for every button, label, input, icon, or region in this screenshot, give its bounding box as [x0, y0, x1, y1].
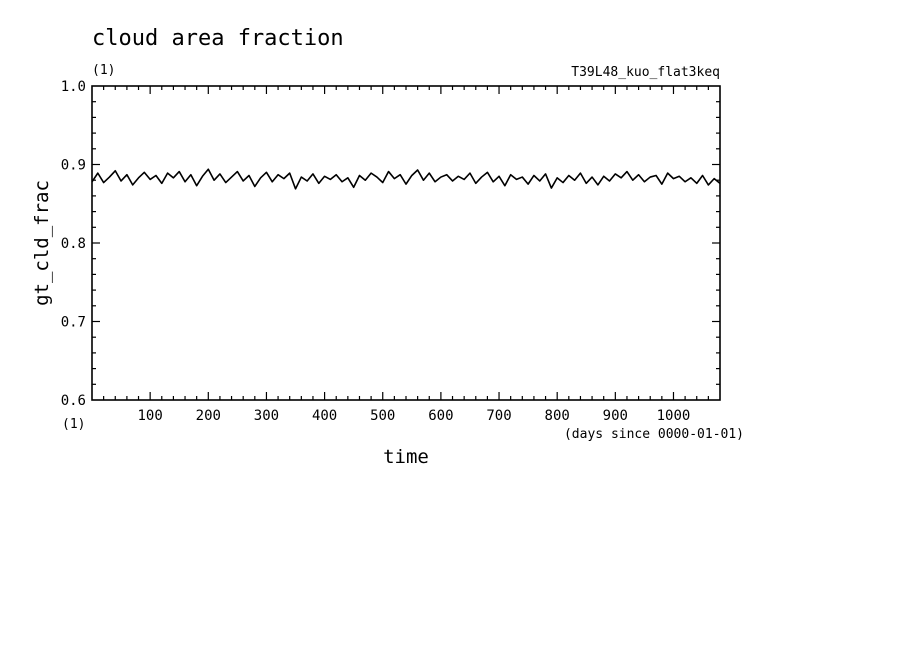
- y-units-label: (1): [62, 417, 85, 432]
- y-tick-label: 1.0: [61, 79, 86, 95]
- x-tick-label: 300: [254, 408, 279, 424]
- x-tick-label: 800: [545, 408, 570, 424]
- x-tick-label: 600: [428, 408, 453, 424]
- x-tick-label: 700: [486, 408, 511, 424]
- y-tick-label: 0.9: [61, 158, 86, 174]
- series-line: [91, 168, 721, 190]
- y-tick-label: 0.8: [61, 236, 86, 252]
- x-axis-label: time: [383, 446, 429, 468]
- x-units-label: (days since 0000-01-01): [564, 427, 744, 442]
- x-tick-label: 900: [603, 408, 628, 424]
- x-tick-label: 1000: [657, 408, 691, 424]
- x-tick-label: 500: [370, 408, 395, 424]
- y-tick-label: 0.6: [61, 393, 86, 409]
- units-label: (1): [92, 63, 115, 78]
- x-tick-label: 100: [137, 408, 162, 424]
- tick-labels: 100 200 300 400 500 600 700 800 900 1000 0.6 0.7 0.8…: [61, 79, 691, 424]
- axis-ticks: [92, 86, 720, 400]
- y-axis-label: gt_cld_frac: [31, 180, 53, 306]
- x-tick-label: 200: [196, 408, 221, 424]
- chart-title: cloud area fraction: [92, 26, 344, 51]
- experiment-label: T39L48_kuo_flat3keq: [571, 65, 720, 80]
- y-tick-label: 0.7: [61, 315, 86, 331]
- x-tick-label: 400: [312, 408, 337, 424]
- plot-frame: [91, 85, 721, 401]
